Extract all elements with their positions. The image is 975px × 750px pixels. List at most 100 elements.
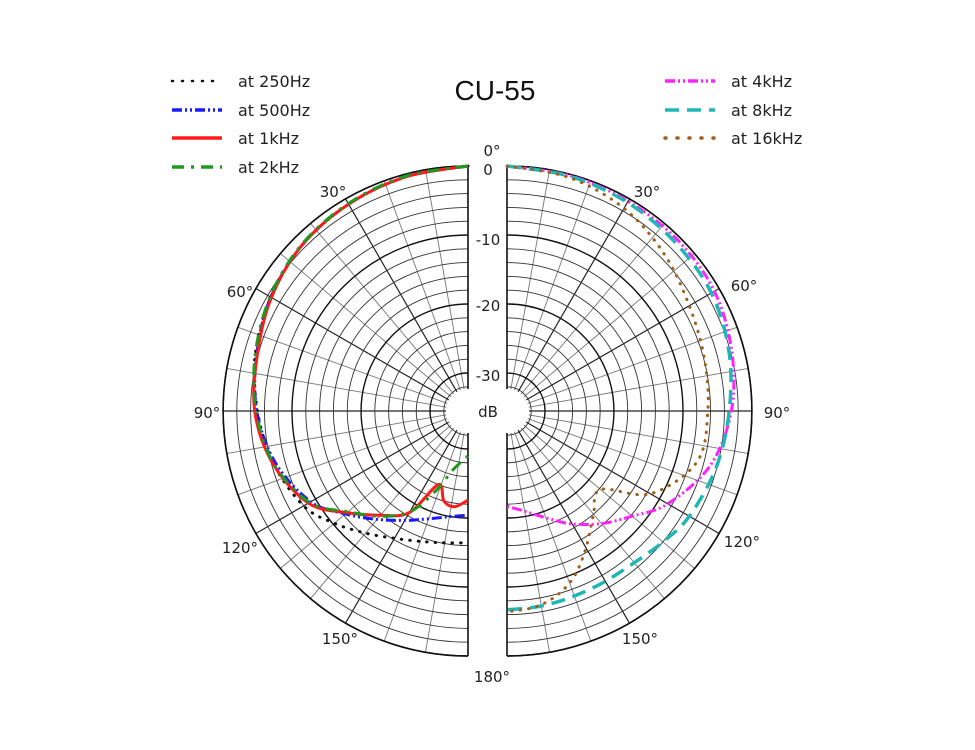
angle-spoke <box>514 180 592 391</box>
radial-ring <box>374 317 469 505</box>
trace-at-8khz <box>506 164 733 612</box>
radial-ring <box>415 358 469 464</box>
trace-at-16khz <box>505 164 710 614</box>
radial-tick-0: 0 <box>483 161 493 179</box>
angle-spoke <box>517 198 631 393</box>
radial-ring <box>506 193 725 629</box>
angle-spoke <box>517 429 631 624</box>
angle-spoke <box>344 198 458 393</box>
angle-spoke <box>383 431 461 642</box>
trace-at-4khz <box>506 164 736 527</box>
radial-ring <box>429 372 469 450</box>
angle-spoke <box>523 424 695 569</box>
trace-at-2khz <box>252 164 470 518</box>
legend-label: at 16kHz <box>731 129 802 148</box>
radial-ring <box>506 220 698 602</box>
angle-tick-30-right: 30° <box>634 183 661 201</box>
radial-ring <box>506 248 670 574</box>
radial-ring <box>506 179 739 643</box>
radial-ring <box>388 331 469 491</box>
legend-item-8khz: at 8kHz <box>665 101 792 120</box>
radial-ring <box>506 234 684 588</box>
legend-label: at 2kHz <box>238 158 299 177</box>
polar-traces <box>252 164 736 614</box>
legend-item-2khz: at 2kHz <box>172 158 299 177</box>
angle-spoke <box>280 253 452 398</box>
angle-spoke <box>510 169 550 390</box>
angle-spoke <box>525 421 720 535</box>
legend-item-250hz: at 250Hz <box>170 72 310 91</box>
radial-ring <box>319 262 469 560</box>
angle-spoke <box>383 180 461 391</box>
angle-tick-30-left: 30° <box>320 183 347 201</box>
angle-tick-120-left: 120° <box>222 539 258 557</box>
radial-ring <box>263 206 469 616</box>
angle-tick-60-left: 60° <box>227 283 254 301</box>
polar-grid-right <box>506 165 753 657</box>
radial-ring <box>402 344 469 478</box>
radial-tick-minus30: -30 <box>476 367 501 385</box>
legend-item-16khz: at 16kHz <box>663 129 802 148</box>
angle-spoke <box>510 432 550 653</box>
legend-label: at 8kHz <box>731 101 792 120</box>
polar-grid-left <box>222 165 469 657</box>
angle-spoke <box>514 431 592 642</box>
angle-tick-90-right: 90° <box>764 404 791 422</box>
outer-ring <box>506 165 753 657</box>
angle-spoke <box>237 326 448 404</box>
radial-unit-label: dB <box>478 403 498 421</box>
angle-spoke <box>226 368 447 408</box>
legend-right: at 4kHz at 8kHz at 16kHz <box>663 72 802 148</box>
angle-spoke <box>527 418 738 496</box>
radial-ring <box>277 220 469 602</box>
trace-at-1khz <box>252 164 469 518</box>
radial-ring <box>506 206 712 616</box>
legend-label: at 1kHz <box>238 129 299 148</box>
legend-left: at 250Hz at 500Hz at 1kHz at 2kHz <box>170 72 310 177</box>
radial-ring <box>346 289 469 533</box>
radial-ring <box>506 386 532 436</box>
angle-spoke <box>520 223 665 395</box>
angle-spoke <box>255 421 450 535</box>
angle-spoke <box>280 424 452 569</box>
angle-spoke <box>528 414 749 454</box>
radial-ring <box>250 193 469 629</box>
radial-ring <box>506 344 573 478</box>
radial-tick-minus20: -20 <box>476 297 501 315</box>
radial-ring <box>506 275 643 547</box>
legend-item-500hz: at 500Hz <box>172 101 310 120</box>
angle-tick-180: 180° <box>474 668 510 686</box>
radial-ring <box>332 275 469 547</box>
angle-tick-150-left: 150° <box>322 630 358 648</box>
radial-ring <box>506 289 629 533</box>
radial-ring <box>305 248 469 574</box>
radial-ring <box>506 372 546 450</box>
radial-ring <box>506 317 601 505</box>
angle-tick-0: 0° <box>483 142 500 160</box>
angle-spoke <box>528 368 749 408</box>
chart-title: CU-55 <box>455 75 536 106</box>
angle-spoke <box>525 287 720 401</box>
angle-spoke <box>344 429 458 624</box>
angle-tick-120-right: 120° <box>724 533 760 551</box>
angle-tick-150-right: 150° <box>622 630 658 648</box>
legend-item-1khz: at 1kHz <box>172 129 299 148</box>
radial-tick-minus10: -10 <box>476 231 501 249</box>
radial-ring <box>506 358 560 464</box>
legend-label: at 4kHz <box>731 72 792 91</box>
radial-ring <box>236 179 469 643</box>
angle-tick-60-right: 60° <box>731 277 758 295</box>
angle-spoke <box>237 418 448 496</box>
angle-spoke <box>523 253 695 398</box>
angle-spoke <box>310 223 455 395</box>
angle-spoke <box>425 169 465 390</box>
legend-label: at 250Hz <box>238 72 310 91</box>
radial-ring <box>291 234 469 588</box>
radial-ring <box>443 386 469 436</box>
legend-item-4khz: at 4kHz <box>665 72 792 91</box>
outer-ring <box>222 165 469 657</box>
legend-label: at 500Hz <box>238 101 310 120</box>
angle-tick-90-left: 90° <box>194 404 221 422</box>
radial-ring <box>506 262 656 560</box>
